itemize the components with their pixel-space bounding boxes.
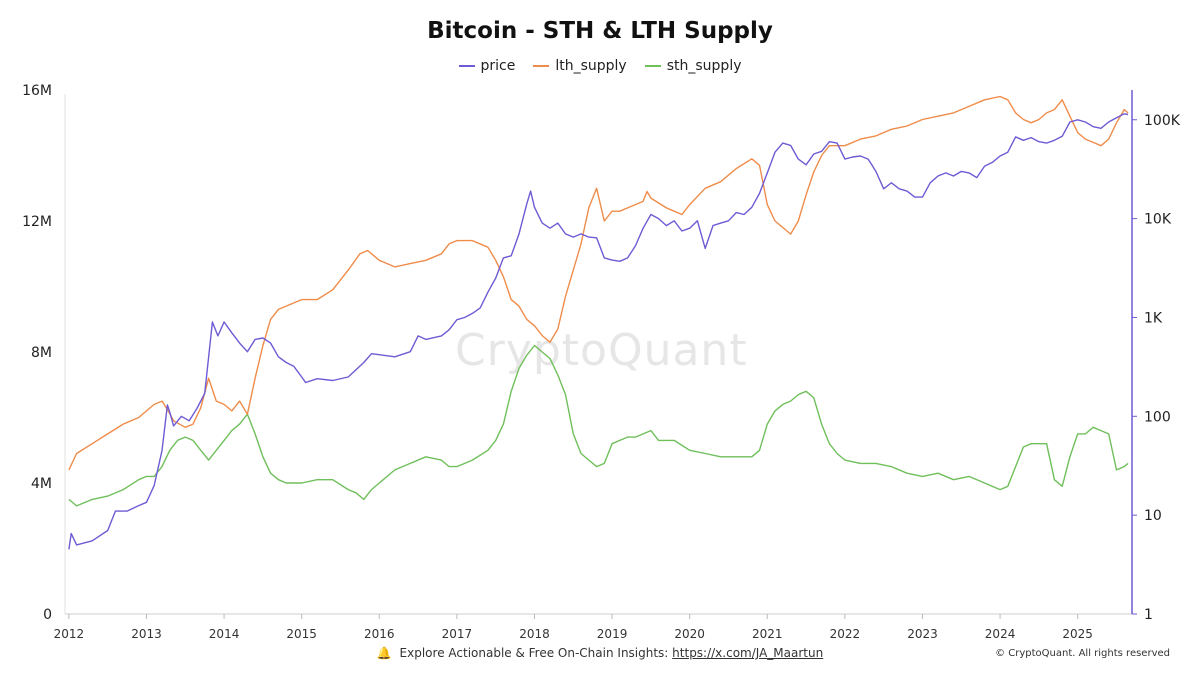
legend-label-lth-supply: lth_supply (555, 58, 627, 74)
legend-swatch-sth-supply (644, 65, 661, 67)
x-tick-label: 2014 (209, 627, 240, 641)
x-tick-label: 2018 (519, 627, 550, 641)
left-tick-label: 0 (43, 607, 52, 623)
left-tick-label: 8M (31, 345, 52, 361)
x-tick-label: 2019 (597, 627, 628, 641)
left-tick-label: 4M (31, 476, 52, 492)
x-tick-label: 2022 (830, 627, 861, 641)
right-tick-label: 100K (1144, 113, 1181, 129)
left-tick-label: 16M (22, 83, 52, 99)
legend: price lth_supply sth_supply (0, 58, 1200, 74)
x-tick-label: 2025 (1062, 627, 1093, 641)
series-line-lth-supply (68, 95, 1129, 471)
x-tick-label: 2021 (752, 627, 783, 641)
legend-swatch-price (458, 65, 475, 67)
x-tick-label: 2024 (985, 627, 1016, 641)
series-line-sth-supply (68, 344, 1129, 507)
legend-item-lth-supply[interactable]: lth_supply (533, 58, 627, 74)
x-tick-label: 2012 (54, 627, 85, 641)
bell-icon: 🔔 (376, 646, 392, 660)
right-tick-label: 100 (1144, 409, 1171, 425)
chart-title: Bitcoin - STH & LTH Supply (427, 18, 773, 44)
x-tick-label: 2023 (907, 627, 938, 641)
left-tick-label: 12M (22, 214, 52, 230)
watermark-logo: CryptoQuant (455, 325, 748, 376)
right-tick-label: 1 (1144, 607, 1153, 623)
footer-link[interactable]: https://x.com/JA_Maartun (672, 646, 824, 660)
x-tick-label: 2013 (131, 627, 162, 641)
x-tick-label: 2015 (286, 627, 317, 641)
right-tick-label: 10K (1144, 212, 1172, 228)
x-tick-label: 2020 (674, 627, 705, 641)
legend-swatch-lth-supply (533, 65, 550, 67)
x-tick-label: 2016 (364, 627, 395, 641)
legend-label-sth-supply: sth_supply (666, 58, 742, 74)
series-line-price (68, 113, 1129, 550)
copyright: © CryptoQuant. All rights reserved (995, 648, 1170, 659)
right-tick-label: 1K (1144, 310, 1163, 326)
right-tick-label: 10 (1144, 508, 1162, 524)
legend-item-price[interactable]: price (458, 58, 516, 74)
legend-label-price: price (480, 58, 516, 74)
legend-item-sth-supply[interactable]: sth_supply (644, 58, 742, 74)
footer: 🔔 Explore Actionable & Free On-Chain Ins… (0, 646, 1200, 660)
x-tick-label: 2017 (442, 627, 473, 641)
footer-text: Explore Actionable & Free On-Chain Insig… (399, 646, 673, 660)
